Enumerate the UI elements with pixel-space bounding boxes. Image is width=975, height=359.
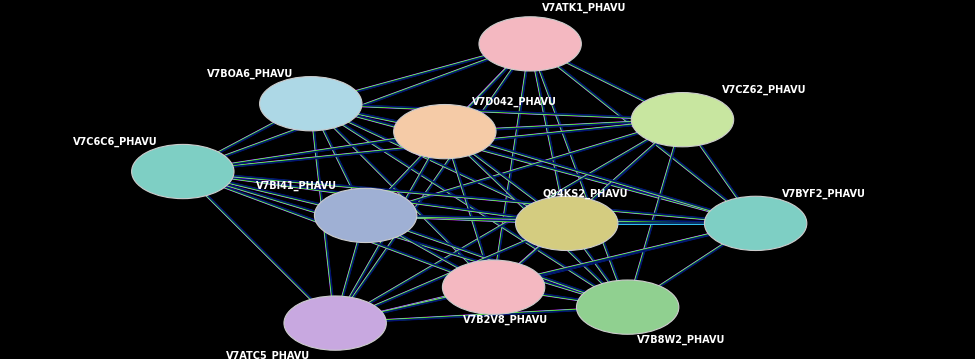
- Text: V7CZ62_PHAVU: V7CZ62_PHAVU: [722, 85, 806, 95]
- Text: V7D042_PHAVU: V7D042_PHAVU: [472, 97, 557, 107]
- Ellipse shape: [516, 196, 618, 251]
- Text: V7BOA6_PHAVU: V7BOA6_PHAVU: [207, 69, 293, 79]
- Text: V7B8W2_PHAVU: V7B8W2_PHAVU: [638, 335, 725, 345]
- Ellipse shape: [394, 104, 496, 159]
- Ellipse shape: [259, 76, 362, 131]
- Ellipse shape: [479, 17, 581, 71]
- Ellipse shape: [443, 260, 545, 314]
- Ellipse shape: [704, 196, 807, 251]
- Text: V7BI41_PHAVU: V7BI41_PHAVU: [256, 180, 337, 191]
- Text: V7ATK1_PHAVU: V7ATK1_PHAVU: [542, 3, 627, 13]
- Text: V7C6C6_PHAVU: V7C6C6_PHAVU: [73, 136, 158, 147]
- Text: V7B2V8_PHAVU: V7B2V8_PHAVU: [463, 315, 548, 325]
- Text: Q94KS2_PHAVU: Q94KS2_PHAVU: [542, 188, 628, 199]
- Ellipse shape: [314, 188, 417, 243]
- Ellipse shape: [284, 296, 386, 350]
- Text: V7ATC5_PHAVU: V7ATC5_PHAVU: [225, 351, 310, 359]
- Ellipse shape: [132, 144, 234, 199]
- Text: V7BYF2_PHAVU: V7BYF2_PHAVU: [782, 188, 867, 199]
- Ellipse shape: [576, 280, 679, 334]
- Ellipse shape: [632, 93, 733, 147]
